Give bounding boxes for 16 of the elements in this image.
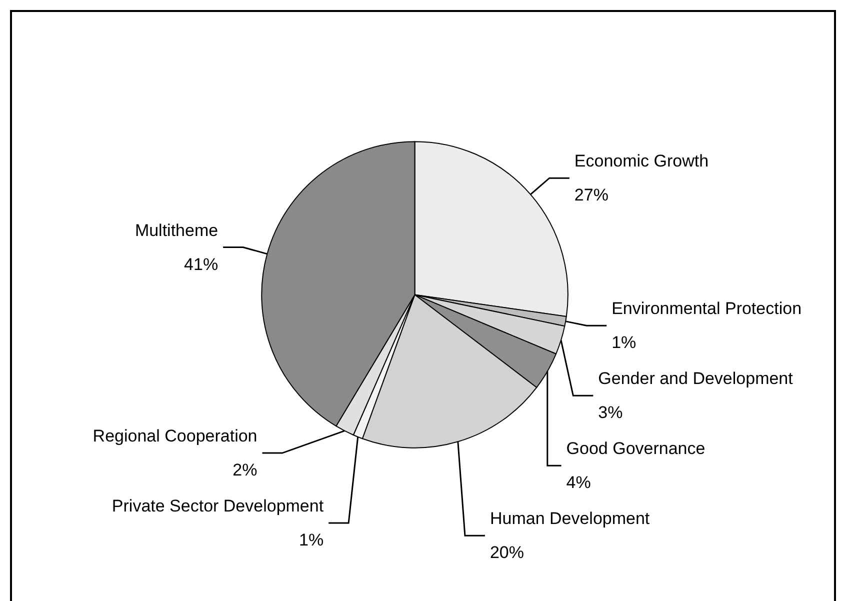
data-label: 3% [598, 403, 623, 422]
slice-label: Private Sector Development [112, 496, 324, 516]
slice-label: Gender and Development [598, 369, 794, 388]
data-label: 1% [298, 530, 324, 550]
data-label: 1% [612, 333, 636, 352]
slice-label: Multitheme [134, 220, 218, 240]
data-label: 2% [232, 460, 258, 480]
data-label: 20% [490, 543, 524, 562]
slice-label: Environmental Protection [612, 299, 802, 318]
data-label: 41% [184, 254, 218, 274]
data-label: 4% [566, 473, 591, 492]
slice-label: Regional Cooperation [92, 426, 258, 446]
slice-label: Economic Growth [574, 152, 709, 171]
slice-label: Good Governance [566, 439, 706, 458]
slice-label: Human Development [490, 509, 650, 528]
data-label: 27% [574, 186, 608, 205]
